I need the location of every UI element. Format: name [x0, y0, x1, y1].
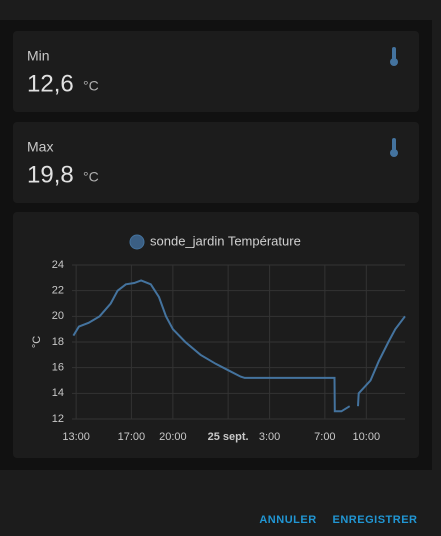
- card-label: Min: [27, 48, 50, 64]
- y-tick-label: 12: [52, 413, 64, 425]
- x-tick-label: 10:00: [353, 431, 381, 443]
- thermometer-icon: [390, 47, 398, 157]
- card-unit: °C: [83, 78, 99, 94]
- card: [13, 122, 419, 203]
- legend-swatch: [129, 234, 145, 250]
- chart-card: [13, 212, 419, 458]
- card-label: Max: [27, 139, 53, 155]
- x-tick-label: 7:00: [314, 431, 335, 443]
- y-tick-label: 16: [52, 362, 64, 374]
- card-value: 12,6: [27, 70, 74, 97]
- button[interactable]: ENREGISTRER: [333, 514, 418, 526]
- y-tick-label: 22: [52, 285, 64, 297]
- y-tick-label: 14: [52, 387, 64, 399]
- line: [72, 279, 406, 413]
- x-tick-label: 20:00: [159, 431, 187, 443]
- y-tick-label: 18: [52, 336, 64, 348]
- card: [13, 31, 419, 112]
- y-tick-label: 24: [52, 259, 64, 271]
- button[interactable]: ANNULER: [259, 514, 316, 526]
- card-unit: °C: [83, 169, 99, 185]
- card-value: 19,8: [27, 161, 74, 188]
- y-axis-label: °C: [31, 336, 43, 348]
- x-tick-label: 17:00: [118, 431, 146, 443]
- x-tick-label: 13:00: [62, 431, 90, 443]
- y-tick-label: 20: [52, 310, 64, 322]
- x-tick-label: 3:00: [259, 431, 280, 443]
- x-tick-label: 25 sept.: [208, 431, 249, 443]
- legend-label: sonde_jardin Température: [150, 233, 301, 248]
